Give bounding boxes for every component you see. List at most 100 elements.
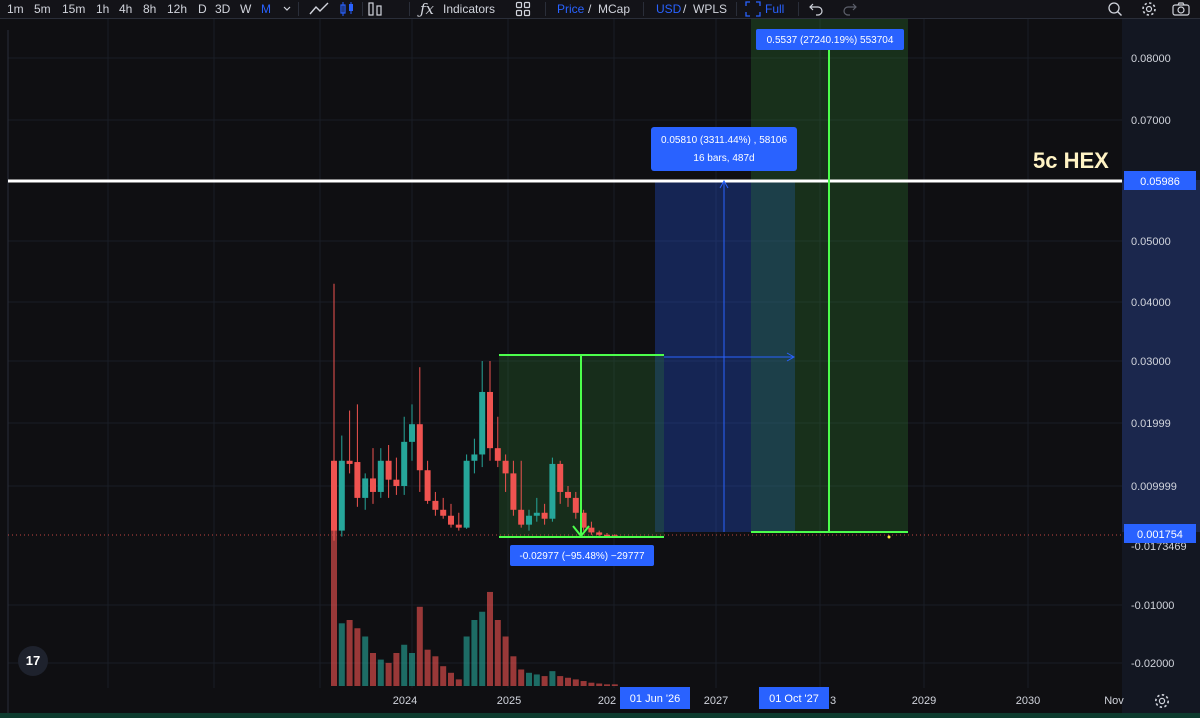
time-tick-label: 2025 <box>497 695 521 707</box>
measure-up-label-line2: 16 bars, 487d <box>693 153 754 164</box>
candle-body <box>424 470 431 501</box>
candle-body <box>494 448 501 461</box>
candle-body <box>487 391 493 449</box>
price-tick-label: 0.009999 <box>1131 481 1177 493</box>
candle-body <box>385 460 392 480</box>
price-tick-label: 0.07000 <box>1131 115 1171 127</box>
mcap-toggle[interactable]: MCap <box>598 2 631 16</box>
measure-down-label: -0.02977 (−95.48%) −29777 <box>519 551 645 562</box>
volume-bar <box>565 677 571 686</box>
bars-icon[interactable] <box>368 1 382 19</box>
pair-wpls-toggle[interactable]: WPLS <box>693 2 728 16</box>
interval-1h[interactable]: 1h <box>96 2 110 16</box>
candle-body <box>346 460 353 464</box>
axis-settings-icon[interactable] <box>1153 692 1171 710</box>
line-chart-icon[interactable] <box>309 1 329 19</box>
candle-body <box>432 500 439 510</box>
gear-icon[interactable] <box>1141 1 1157 19</box>
interval-12h[interactable]: 12h <box>167 2 188 16</box>
candle-body <box>596 532 603 535</box>
volume-bar <box>604 684 610 686</box>
interval-w[interactable]: W <box>240 2 252 16</box>
volume-bar <box>455 679 462 686</box>
candle-body <box>604 534 610 536</box>
measure-big-label-bg <box>756 29 904 50</box>
candle-body <box>549 463 556 519</box>
drawings[interactable] <box>8 50 1122 539</box>
bottom-strip <box>0 713 1200 718</box>
indicators-icon[interactable]: ƒx <box>420 0 435 18</box>
candle-body <box>409 424 415 442</box>
templates-icon[interactable] <box>515 1 531 19</box>
toolbar-divider <box>545 2 546 16</box>
price-tick-label: -0.02000 <box>1131 658 1174 670</box>
toolbar-divider <box>798 2 799 16</box>
measure-down-label-bg <box>510 545 654 566</box>
price-tick-label: 0.08000 <box>1131 53 1171 65</box>
volume-bar <box>370 653 376 686</box>
fullscreen-icon[interactable] <box>745 1 761 19</box>
time-tick-label-partial: 3 <box>830 695 836 707</box>
time-tick-label: 2029 <box>912 695 936 707</box>
volume-bar <box>596 683 603 686</box>
interval-5m[interactable]: 5m <box>34 2 51 16</box>
candle-body <box>362 478 369 498</box>
range-start-badge: 01 Jun '26 <box>630 693 680 705</box>
camera-icon[interactable] <box>1172 1 1190 19</box>
volume-bar <box>385 662 392 686</box>
date-range-arrowhead <box>786 352 796 362</box>
indicators-button[interactable]: Indicators <box>443 2 496 16</box>
currency-usd-toggle[interactable]: USD <box>656 2 682 16</box>
interval-3d[interactable]: 3D <box>215 2 231 16</box>
tradingview-logo[interactable]: 17 <box>18 646 48 676</box>
price-axis-range-highlight <box>1122 180 1200 532</box>
interval-4h[interactable]: 4h <box>119 2 133 16</box>
volume-bar <box>557 676 564 686</box>
interval-m[interactable]: M <box>261 2 271 16</box>
candle-body <box>565 491 571 498</box>
hline-price-badge-bg <box>1124 171 1196 190</box>
price-toggle[interactable]: Price <box>557 2 585 16</box>
volume-bar <box>401 644 408 686</box>
toolbar-divider <box>736 2 737 16</box>
candle-body <box>526 515 532 525</box>
price-tick-label: 0.05000 <box>1131 236 1171 248</box>
annotation-5c-hex[interactable]: 5c HEX <box>1033 148 1109 173</box>
range-start-badge-bg <box>620 687 690 709</box>
toggle-slash: / <box>683 2 687 16</box>
volume-bar <box>377 659 384 686</box>
volume-bar <box>611 684 618 686</box>
interval-8h[interactable]: 8h <box>143 2 157 16</box>
candle-body <box>588 527 595 533</box>
interval-d[interactable]: D <box>198 2 207 16</box>
undo-icon[interactable] <box>808 1 824 19</box>
candle-body <box>455 524 462 528</box>
volume-bar <box>549 671 556 686</box>
candle-body <box>440 509 447 516</box>
volume-bar <box>502 636 509 686</box>
candle-body <box>471 454 478 461</box>
candle-body <box>611 535 618 537</box>
last-price-badge-bg <box>1124 524 1196 543</box>
interval-15m[interactable]: 15m <box>62 2 86 16</box>
volume-bars <box>331 521 618 686</box>
chevron-down-icon[interactable] <box>282 2 292 20</box>
candle-body <box>510 473 517 510</box>
measure-up-label-bg <box>651 127 797 171</box>
top-toolbar: 1m 5m 15m 1h 4h 8h 12h D 3D W M ƒx Indic… <box>0 0 1200 19</box>
redo-icon[interactable] <box>842 1 858 19</box>
candle-body <box>331 460 337 531</box>
candle-body <box>518 509 525 525</box>
volume-bar <box>510 656 517 686</box>
candle-chart-icon[interactable] <box>339 1 355 19</box>
price-range-arrowhead <box>719 179 729 189</box>
time-tick-label: Nov <box>1104 695 1124 707</box>
candle-body <box>479 391 486 455</box>
full-button[interactable]: Full <box>765 2 785 16</box>
axes-labels: 0.08000 0.07000 0.05000 0.04000 0.03000 0.019… <box>393 53 1187 707</box>
interval-1m[interactable]: 1m <box>7 2 24 16</box>
candle-body <box>338 460 345 531</box>
search-icon[interactable] <box>1107 1 1123 19</box>
volume-bar <box>354 628 361 686</box>
